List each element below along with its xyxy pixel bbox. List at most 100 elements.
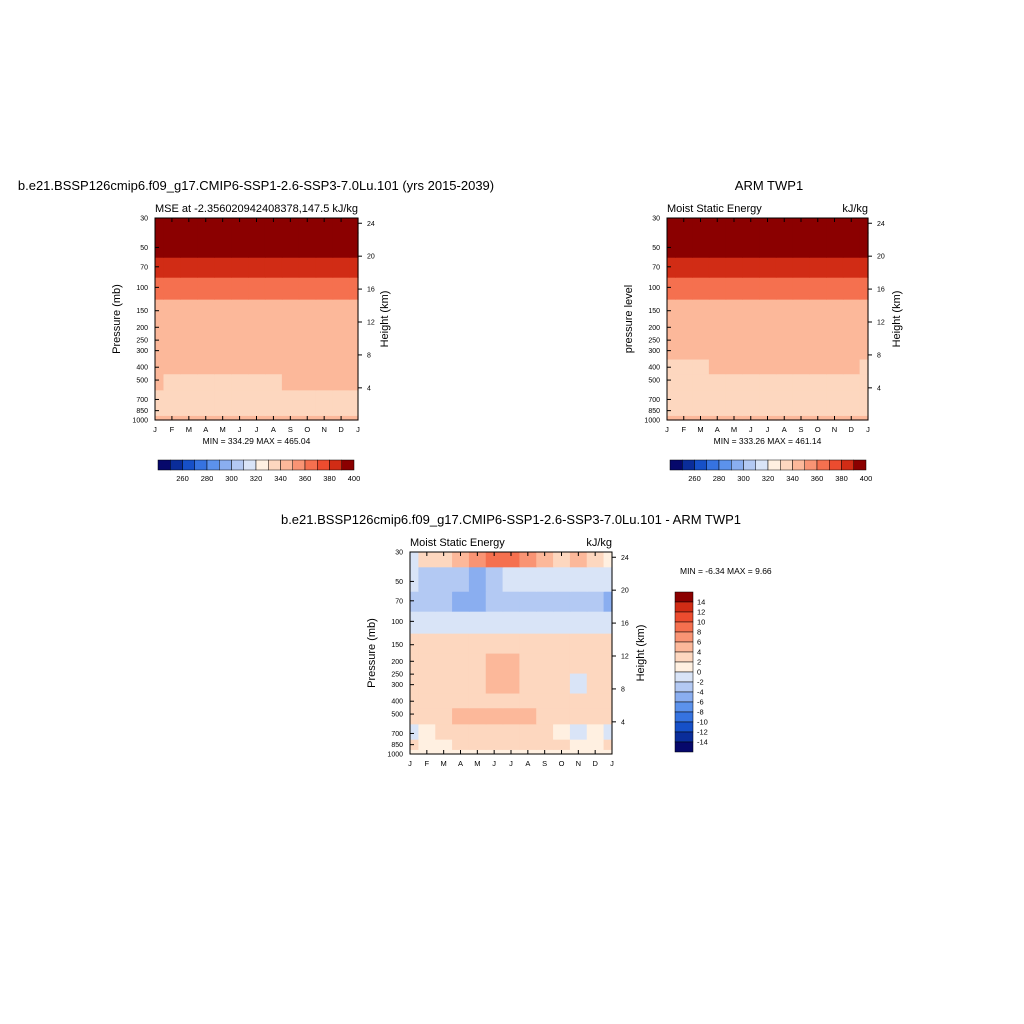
contour-cell <box>349 232 359 258</box>
contour-cell <box>675 232 693 258</box>
contour-cell <box>452 566 470 592</box>
y-tick-label: 70 <box>652 264 660 271</box>
contour-cell <box>410 707 420 725</box>
contour-cell <box>155 373 165 391</box>
y-right-axis-label: Height (km) <box>891 291 903 348</box>
contour-cell <box>775 218 794 234</box>
contour-cell <box>553 552 571 568</box>
contour-cell <box>667 232 676 258</box>
colorbar-swatch <box>674 611 694 623</box>
contour-cell <box>485 552 504 568</box>
contour-cell <box>586 611 605 634</box>
contour-cell <box>502 552 521 568</box>
y-tick-label: 850 <box>136 408 148 415</box>
colorbar-label: 10 <box>697 618 705 627</box>
colorbar-label: 320 <box>762 474 775 483</box>
contour-cell <box>759 338 777 360</box>
y-tick-label: 400 <box>648 365 660 372</box>
contour-cell <box>452 591 470 612</box>
colorbar-label: -12 <box>697 728 708 737</box>
contour-cell <box>214 299 232 320</box>
y-right-tick-label: 12 <box>621 654 629 661</box>
contour-cell <box>281 218 300 234</box>
contour-cell <box>569 566 588 592</box>
contour-cell <box>155 358 165 375</box>
y-tick-label: 150 <box>648 308 660 315</box>
contour-cell <box>692 319 710 340</box>
contour-cell <box>553 591 571 612</box>
contour-cell <box>410 552 420 568</box>
contour-cell <box>155 415 165 421</box>
contour-cell <box>332 389 351 406</box>
y-tick-label: 200 <box>648 325 660 332</box>
y-right-tick-label: 12 <box>877 320 885 327</box>
contour-cell <box>667 338 676 360</box>
chart-subtitle-right: kJ/kg <box>842 203 868 215</box>
colorbar-swatch <box>841 459 854 471</box>
contour-cell <box>586 707 605 725</box>
contour-cell <box>485 591 504 612</box>
contour-cell <box>418 552 436 568</box>
contour-cell <box>155 257 165 278</box>
contour-cell <box>197 218 215 234</box>
chart-subtitle-left: Moist Static Energy <box>410 537 505 549</box>
colorbar-label: 4 <box>697 648 701 657</box>
contour-cell <box>759 405 777 416</box>
contour-cell <box>667 257 676 278</box>
contour-cell <box>536 707 554 725</box>
contour-cell <box>842 405 861 416</box>
contour-cell <box>502 692 521 709</box>
contour-cell <box>742 389 760 406</box>
colorbar-swatch <box>243 459 257 471</box>
colorbar-label: 380 <box>835 474 848 483</box>
contour-cell <box>155 319 165 340</box>
y-tick-label: 30 <box>652 216 660 223</box>
contour-cell <box>708 389 727 406</box>
contour-cell <box>298 373 317 391</box>
y-right-tick-label: 24 <box>621 555 629 562</box>
contour-cell <box>163 232 181 258</box>
contour-cell <box>298 299 317 320</box>
contour-cell <box>569 633 588 654</box>
x-tick-label: D <box>592 759 598 768</box>
contour-cell <box>155 277 165 300</box>
chart-subtitle-right: kJ/kg <box>332 203 358 215</box>
contour-cell <box>708 299 727 320</box>
contour-cell <box>759 257 777 278</box>
y-right-tick-label: 20 <box>367 254 375 261</box>
y-tick-label: 100 <box>136 285 148 292</box>
contour-cell <box>692 358 710 375</box>
contour-cell <box>485 672 504 694</box>
contour-cell <box>725 389 743 406</box>
contour-cell <box>155 338 165 360</box>
contour-cell <box>603 692 613 709</box>
contour-cell <box>197 277 215 300</box>
contour-cell <box>692 373 710 391</box>
contour-cell <box>180 232 198 258</box>
contour-cell <box>502 653 521 674</box>
contour-cell <box>197 232 215 258</box>
colorbar-swatch <box>674 651 694 663</box>
contour-cell <box>468 566 487 592</box>
colorbar-swatch <box>731 459 744 471</box>
y-tick-label: 850 <box>648 408 660 415</box>
y-right-tick-label: 4 <box>367 385 371 392</box>
contour-cell <box>231 257 249 278</box>
contour-cell <box>775 299 794 320</box>
contour-cell <box>180 277 198 300</box>
contour-cell <box>859 299 869 320</box>
contour-cell <box>315 338 334 360</box>
contour-cell <box>742 358 760 375</box>
y-right-tick-label: 8 <box>621 686 625 693</box>
contour-cell <box>418 591 436 612</box>
contour-cell <box>553 633 571 654</box>
contour-cell <box>569 653 588 674</box>
colorbar-swatch <box>292 459 306 471</box>
contour-cell <box>675 389 693 406</box>
contour-cell <box>667 319 676 340</box>
y-tick-label: 300 <box>136 348 148 355</box>
colorbar-swatch <box>755 459 769 471</box>
contour-cell <box>742 319 760 340</box>
contour-cell <box>708 358 727 375</box>
